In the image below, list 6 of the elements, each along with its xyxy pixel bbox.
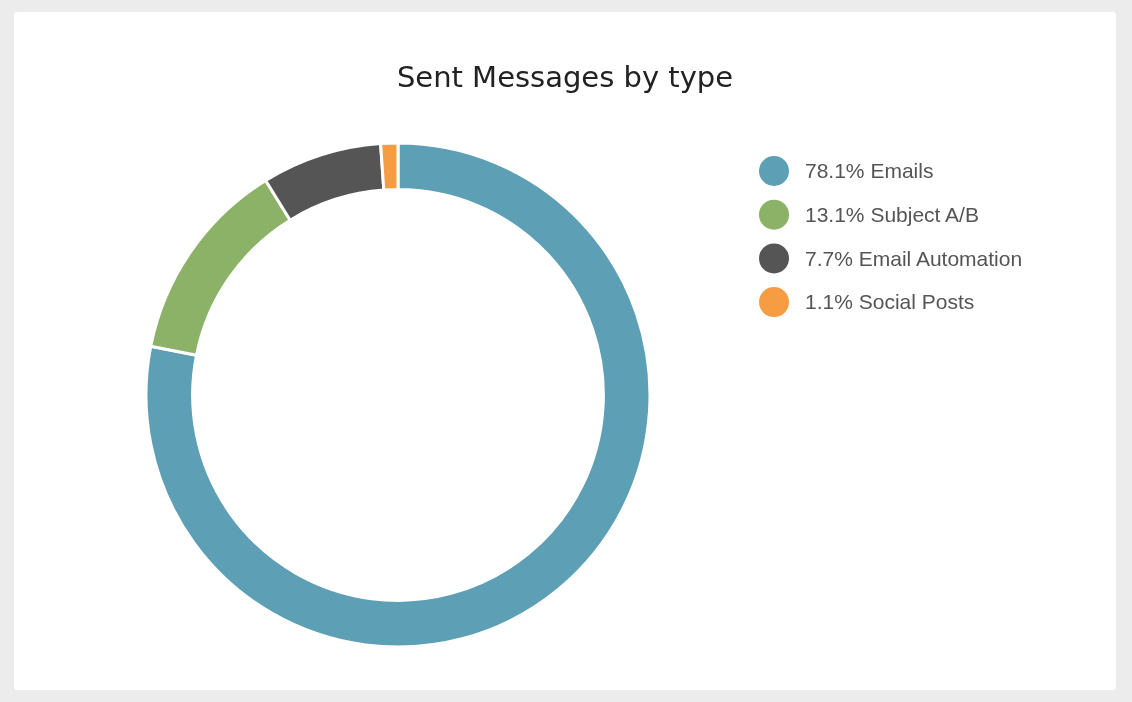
- legend-label: 78.1% Emails: [805, 159, 934, 183]
- legend-label: 13.1% Subject A/B: [805, 203, 979, 227]
- legend-label: 1.1% Social Posts: [805, 290, 975, 314]
- legend-label: 7.7% Email Automation: [805, 246, 1023, 270]
- chart-title: Sent Messages by type: [396, 60, 734, 94]
- donut-slice: [145, 141, 652, 649]
